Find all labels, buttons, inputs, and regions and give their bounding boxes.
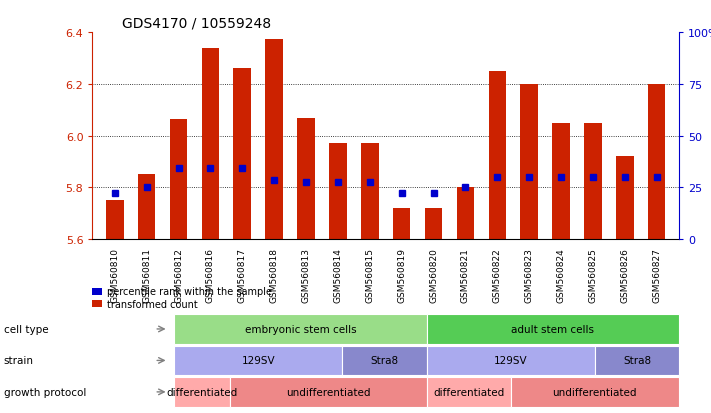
Text: differentiated: differentiated <box>166 387 238 397</box>
Text: 129SV: 129SV <box>494 356 528 366</box>
Bar <box>233 69 251 240</box>
Bar <box>265 40 283 240</box>
Bar <box>595 346 679 375</box>
Bar <box>552 123 570 240</box>
Bar <box>427 346 595 375</box>
Bar <box>174 314 427 344</box>
Bar <box>488 72 506 240</box>
Text: adult stem cells: adult stem cells <box>511 324 594 334</box>
Bar <box>361 144 378 240</box>
Bar <box>393 209 410 240</box>
Bar <box>230 377 427 407</box>
Bar <box>329 144 347 240</box>
Bar <box>202 49 219 240</box>
Bar <box>424 209 442 240</box>
Text: 129SV: 129SV <box>242 356 275 366</box>
Bar <box>92 288 102 295</box>
Bar <box>343 346 427 375</box>
Bar <box>584 123 602 240</box>
Bar <box>106 201 124 240</box>
Text: embryonic stem cells: embryonic stem cells <box>245 324 356 334</box>
Bar <box>616 157 634 240</box>
Bar <box>92 300 102 308</box>
Text: percentile rank within the sample: percentile rank within the sample <box>107 287 272 297</box>
Text: transformed count: transformed count <box>107 299 198 309</box>
Bar <box>427 377 510 407</box>
Text: strain: strain <box>4 356 33 366</box>
Bar <box>174 346 343 375</box>
Text: differentiated: differentiated <box>433 387 504 397</box>
Text: Stra8: Stra8 <box>370 356 399 366</box>
Bar <box>174 377 230 407</box>
Text: undifferentiated: undifferentiated <box>287 387 370 397</box>
Text: growth protocol: growth protocol <box>4 387 86 397</box>
Bar <box>510 377 679 407</box>
Text: cell type: cell type <box>4 324 48 334</box>
Bar <box>648 85 665 240</box>
Text: Stra8: Stra8 <box>623 356 651 366</box>
Bar <box>427 314 679 344</box>
Bar <box>456 188 474 240</box>
Bar <box>170 119 187 240</box>
Bar <box>138 175 156 240</box>
Bar <box>520 85 538 240</box>
Text: GDS4170 / 10559248: GDS4170 / 10559248 <box>122 17 271 31</box>
Text: undifferentiated: undifferentiated <box>552 387 637 397</box>
Bar <box>297 118 315 240</box>
